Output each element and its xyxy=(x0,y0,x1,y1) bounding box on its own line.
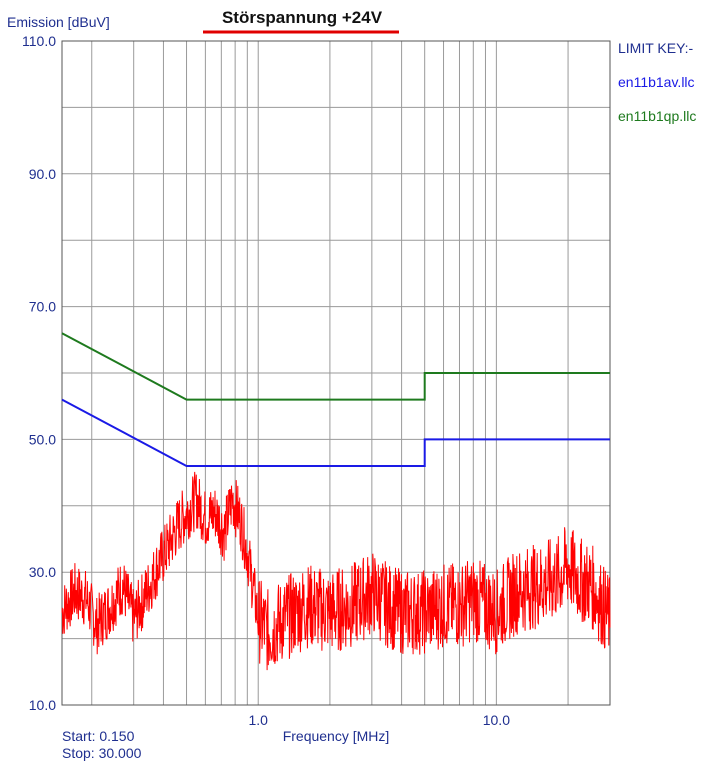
legend-entry-en11b1av: en11b1av.llc xyxy=(618,74,695,90)
x-tick-label: 1.0 xyxy=(248,712,268,728)
y-tick-labels: 110.0 90.0 70.0 50.0 30.0 10.0 xyxy=(22,33,56,713)
series-layer xyxy=(61,332,611,671)
legend-title: LIMIT KEY:- xyxy=(618,40,694,56)
y-axis-label: Emission [dBuV] xyxy=(7,14,110,30)
x-tick-label: 10.0 xyxy=(483,712,510,728)
y-tick-label: 30.0 xyxy=(29,564,56,580)
stop-label: Stop: 30.000 xyxy=(62,745,142,761)
legend: LIMIT KEY:- en11b1av.llc en11b1qp.llc xyxy=(618,40,696,124)
y-tick-label: 90.0 xyxy=(29,166,56,182)
y-tick-label: 70.0 xyxy=(29,299,56,315)
qp-limit-line xyxy=(61,332,610,401)
emission-trace xyxy=(61,471,611,671)
y-tick-label: 50.0 xyxy=(29,431,56,447)
x-axis-label: Frequency [MHz] xyxy=(283,728,390,744)
x-tick-labels: 1.0 10.0 xyxy=(248,712,510,728)
y-tick-label: 110.0 xyxy=(22,33,56,49)
y-tick-label: 10.0 xyxy=(29,697,56,713)
av-limit-line xyxy=(61,398,610,467)
legend-entry-en11b1qp: en11b1qp.llc xyxy=(618,108,696,124)
chart-title: Störspannung +24V xyxy=(222,8,383,27)
start-label: Start: 0.150 xyxy=(62,728,135,744)
